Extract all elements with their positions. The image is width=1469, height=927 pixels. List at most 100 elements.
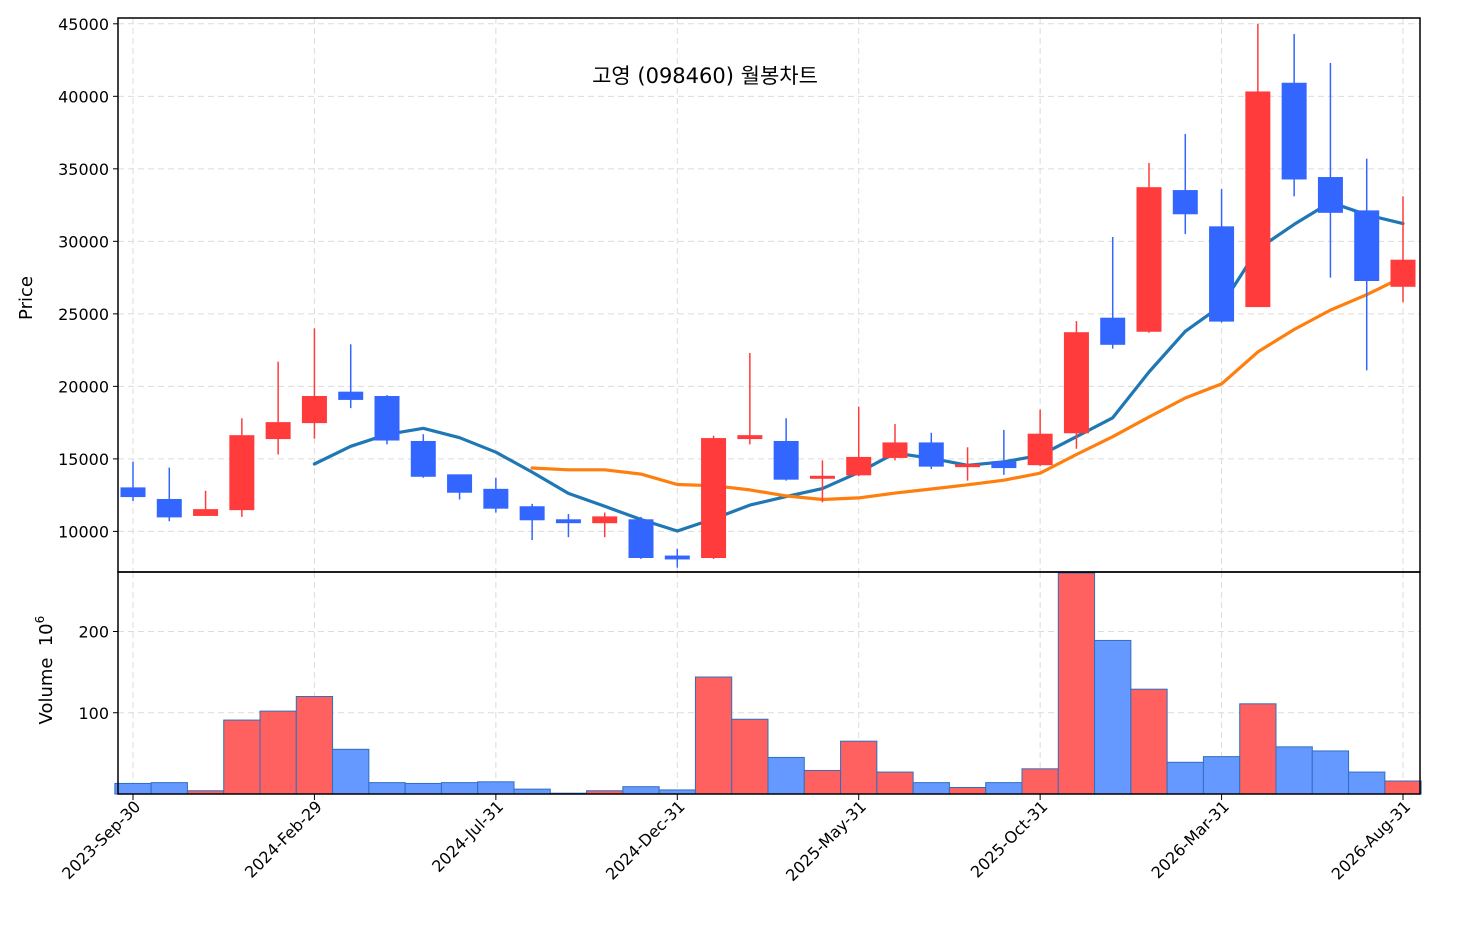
x-tick-label: 2023-Sep-30	[58, 797, 144, 883]
candle	[120, 461, 146, 501]
price-y-tick-label: 15000	[58, 450, 109, 469]
volume-axis-label: Volume	[36, 658, 57, 725]
candle-body	[1354, 210, 1380, 281]
moving-average-line	[530, 275, 1405, 502]
volume-bar	[1275, 746, 1313, 795]
candle-body	[1172, 190, 1198, 215]
candle	[156, 467, 182, 522]
candle	[555, 513, 581, 538]
candle	[991, 429, 1017, 475]
volume-bar	[114, 782, 152, 795]
candle	[1136, 163, 1162, 333]
candle	[846, 406, 872, 477]
x-tick-label: 2024-Feb-29	[241, 797, 326, 882]
volume-bar	[1130, 688, 1168, 795]
candle-body	[447, 474, 473, 493]
candle-body	[1027, 433, 1053, 466]
x-tick-label: 2024-Dec-31	[602, 797, 689, 884]
candle	[1027, 409, 1053, 467]
volume-bar	[985, 782, 1023, 795]
candle	[1209, 189, 1235, 323]
volume-bar	[1311, 750, 1350, 795]
candle-body	[229, 435, 255, 511]
candle	[483, 477, 509, 513]
volume-bar	[477, 781, 515, 795]
candle-body	[1063, 332, 1089, 434]
volume-axis-exponent: 6	[33, 616, 47, 624]
candle-body	[1317, 177, 1343, 213]
chart-title: 고영 (098460) 월봉차트	[592, 64, 818, 88]
candle-body	[1100, 317, 1126, 345]
volume-bar	[259, 710, 297, 795]
candle-body	[991, 461, 1017, 469]
volume-axis-multiplier: 106	[33, 616, 57, 647]
x-tick-label: 2025-May-31	[782, 797, 870, 885]
price-axis-label: Price	[16, 276, 37, 320]
candle-body	[1245, 91, 1271, 308]
candle-body	[555, 519, 581, 524]
candle	[1100, 236, 1126, 349]
candle-body	[1281, 82, 1307, 180]
candle-body	[882, 442, 908, 458]
candles	[120, 23, 1416, 568]
candle-body	[955, 464, 981, 468]
x-tick-label: 2026-Aug-31	[1328, 797, 1415, 884]
candle	[229, 418, 255, 517]
price-y-tick-label: 35000	[58, 160, 109, 179]
grid-lines	[118, 18, 1420, 794]
volume-bar	[1094, 639, 1132, 795]
volume-bar	[1057, 572, 1096, 795]
volume-bar	[803, 769, 842, 795]
volume-panel-frame	[117, 571, 1421, 795]
volume-bar	[404, 782, 442, 795]
candle	[882, 424, 908, 461]
candle-body	[193, 509, 219, 516]
candle-body	[519, 506, 545, 521]
volume-bar	[440, 782, 479, 795]
candle	[265, 361, 291, 455]
price-y-tick-label: 45000	[58, 15, 109, 34]
volume-y-tick-label: 100	[78, 704, 109, 723]
candle	[918, 432, 944, 470]
candle-body	[773, 440, 799, 480]
volume-bar	[1239, 703, 1277, 795]
volume-bar	[694, 676, 733, 795]
volume-bar	[622, 786, 660, 795]
volume-bar	[1202, 756, 1241, 795]
volume-bar	[876, 771, 914, 795]
volume-bar	[731, 718, 769, 795]
volume-bar	[1166, 761, 1204, 795]
candle	[1317, 62, 1343, 278]
price-y-tick-label: 30000	[58, 232, 109, 251]
candle	[193, 490, 219, 516]
candle	[1172, 134, 1198, 235]
candle	[592, 512, 618, 538]
price-y-tick-label: 25000	[58, 305, 109, 324]
price-y-tick-label: 40000	[58, 87, 109, 106]
candle	[1354, 158, 1380, 371]
candle	[1390, 196, 1416, 303]
candle-body	[120, 487, 146, 498]
candle	[374, 395, 400, 445]
candle	[519, 503, 545, 541]
volume-bars	[114, 572, 1422, 795]
volume-bar	[948, 787, 987, 795]
candle-body	[1390, 259, 1416, 287]
candle-body	[1209, 226, 1235, 322]
candle	[628, 516, 654, 559]
volume-bar	[295, 696, 334, 795]
volume-bar	[912, 782, 950, 795]
candle-body	[701, 438, 727, 558]
volume-bar	[840, 740, 878, 795]
x-tick-label: 2026-Mar-31	[1147, 797, 1232, 882]
x-tick-label: 2024-Jul-31	[428, 797, 507, 876]
candle-body	[918, 442, 944, 467]
volume-bar	[767, 756, 805, 795]
candle	[1245, 23, 1271, 308]
x-tick-label: 2025-Oct-31	[967, 797, 1052, 882]
candle	[737, 353, 763, 445]
volume-bar	[1348, 771, 1386, 795]
volume-bar	[1021, 768, 1059, 795]
volume-y-tick-label: 200	[78, 623, 109, 642]
